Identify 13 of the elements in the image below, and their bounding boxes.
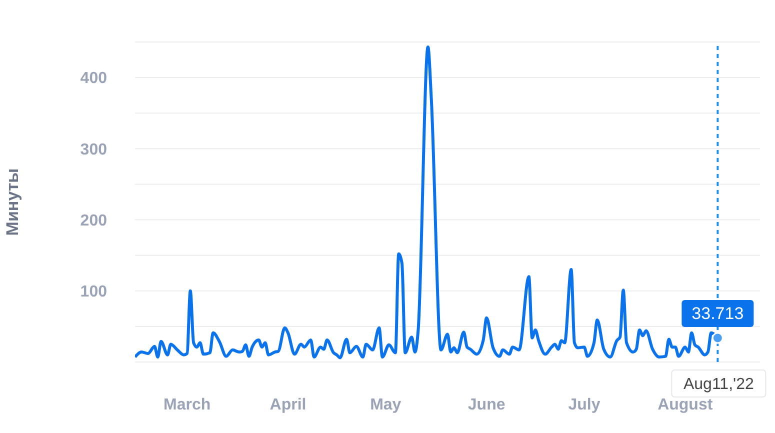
- x-tick-label: April: [270, 396, 306, 414]
- y-tick-label: 300: [80, 141, 108, 158]
- x-tick-label: May: [370, 396, 402, 414]
- annotation: 33.713: [692, 304, 744, 324]
- x-tick-label: March: [164, 396, 211, 414]
- x-tick-label: August: [658, 396, 714, 414]
- x-tick-label: July: [568, 396, 600, 414]
- x-tick-label: June: [468, 396, 506, 414]
- y-axis-title: Минуты: [3, 168, 22, 236]
- y-tick-label: 400: [80, 70, 108, 88]
- text: Aug11,'22: [683, 376, 754, 393]
- y-tick-label: 100: [80, 284, 108, 301]
- y-tick-label: 200: [80, 212, 108, 230]
